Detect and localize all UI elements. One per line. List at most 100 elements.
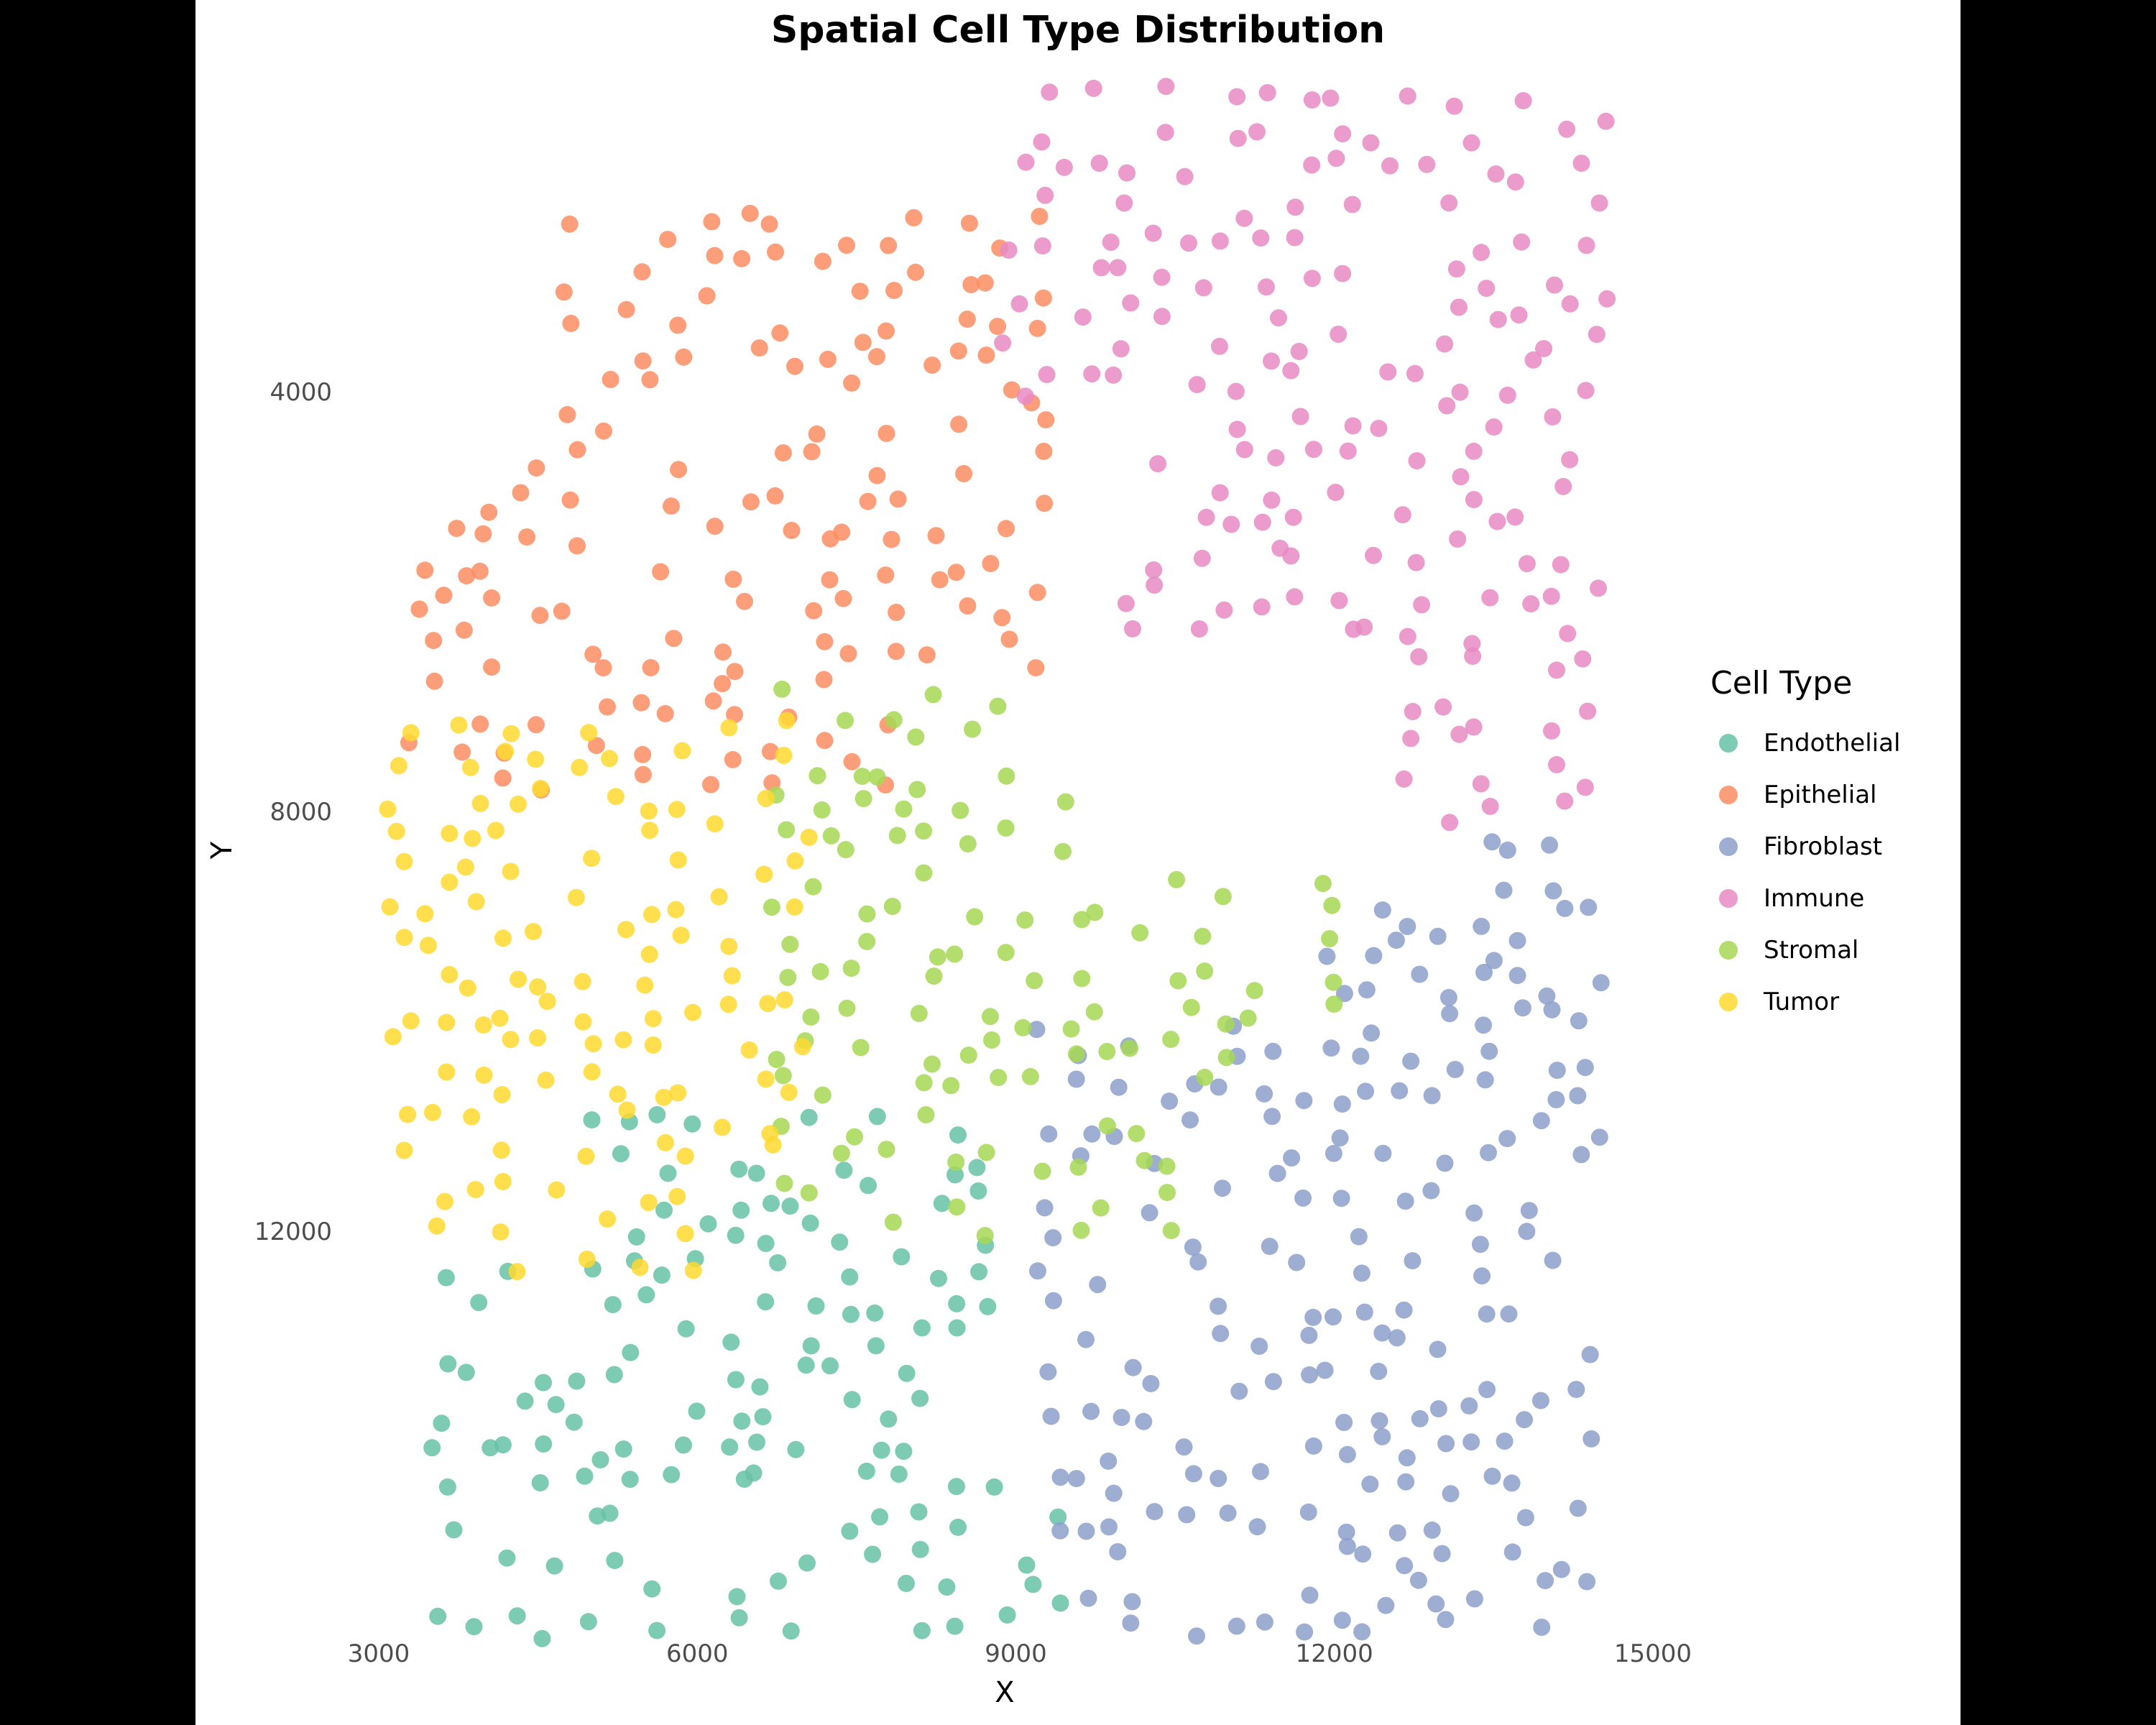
- data-point-tumor: [720, 937, 738, 955]
- data-point-stromal: [778, 821, 796, 839]
- data-point-tumor: [529, 978, 547, 996]
- data-point-stromal: [1069, 1158, 1087, 1176]
- data-point-stromal: [877, 1141, 895, 1159]
- data-point-stromal: [842, 960, 860, 978]
- data-point-tumor: [428, 1217, 446, 1235]
- data-point-endothelial: [880, 1410, 898, 1428]
- data-point-epithelial: [724, 570, 742, 588]
- data-point-fibroblast: [1331, 1129, 1349, 1147]
- data-point-stromal: [1121, 1039, 1138, 1057]
- data-point-immune: [1188, 376, 1206, 394]
- data-point-fibroblast: [1352, 1047, 1370, 1065]
- data-point-immune: [1286, 198, 1304, 216]
- data-point-stromal: [1016, 911, 1034, 929]
- data-point-epithelial: [595, 422, 612, 440]
- data-point-tumor: [510, 970, 528, 988]
- data-point-stromal: [907, 728, 925, 746]
- data-point-stromal: [1158, 1157, 1176, 1175]
- data-point-endothelial: [576, 1467, 594, 1485]
- data-point-endothelial: [835, 1162, 853, 1179]
- data-point-stromal: [915, 864, 933, 882]
- data-point-stromal: [1314, 875, 1332, 893]
- data-point-immune: [1524, 351, 1542, 369]
- data-point-fibroblast: [1402, 1052, 1420, 1070]
- data-point-stromal: [1194, 927, 1212, 945]
- data-point-immune: [1441, 814, 1459, 832]
- data-point-endothelial: [516, 1392, 534, 1410]
- data-point-immune: [1393, 506, 1411, 524]
- data-point-tumor: [384, 1028, 402, 1046]
- data-point-epithelial: [480, 503, 498, 521]
- data-point-endothelial: [998, 1606, 1016, 1624]
- data-point-tumor: [461, 758, 479, 776]
- data-point-tumor: [508, 1263, 526, 1281]
- data-point-fibroblast: [1411, 965, 1429, 983]
- data-point-endothelial: [787, 1440, 805, 1458]
- data-point-endothelial: [727, 1371, 745, 1389]
- data-point-stromal: [779, 968, 797, 986]
- data-point-tumor: [584, 1035, 602, 1053]
- data-point-immune: [1105, 366, 1123, 384]
- data-point-epithelial: [854, 334, 872, 351]
- legend-label: Immune: [1764, 884, 1865, 913]
- data-point-tumor: [668, 1187, 686, 1205]
- data-point-stromal: [915, 1074, 933, 1092]
- data-point-tumor: [475, 1066, 493, 1084]
- data-point-epithelial: [453, 743, 471, 761]
- data-point-immune: [1146, 576, 1164, 594]
- data-point-tumor: [757, 789, 775, 807]
- data-point-stromal: [1135, 1151, 1153, 1169]
- data-point-endothelial: [637, 1286, 655, 1304]
- data-point-stromal: [964, 720, 981, 738]
- data-point-endothelial: [730, 1160, 748, 1178]
- data-point-fibroblast: [1398, 1449, 1416, 1467]
- data-point-endothelial: [866, 1304, 884, 1322]
- data-point-fibroblast: [1514, 999, 1531, 1017]
- data-point-fibroblast: [1373, 1427, 1391, 1445]
- data-point-endothelial: [979, 1297, 997, 1315]
- data-point-fibroblast: [1100, 1518, 1118, 1536]
- data-point-fibroblast: [1124, 1358, 1142, 1376]
- data-point-endothelial: [429, 1607, 447, 1625]
- data-point-immune: [1334, 264, 1352, 282]
- data-point-immune: [1322, 89, 1340, 107]
- data-point-immune: [1267, 449, 1285, 466]
- data-point-fibroblast: [1044, 1229, 1062, 1247]
- data-point-stromal: [888, 827, 906, 845]
- data-point-fibroblast: [1532, 1112, 1550, 1130]
- data-point-tumor: [527, 750, 545, 768]
- data-point-stromal: [852, 1039, 870, 1057]
- data-point-fibroblast: [1370, 1363, 1388, 1380]
- data-point-immune: [1440, 194, 1458, 212]
- data-point-epithelial: [851, 282, 869, 300]
- data-point-endothelial: [653, 1266, 671, 1284]
- data-point-tumor: [441, 966, 459, 983]
- data-point-epithelial: [859, 492, 877, 510]
- data-point-endothelial: [612, 1145, 630, 1163]
- data-point-epithelial: [1028, 319, 1046, 337]
- data-point-immune: [1518, 555, 1536, 573]
- data-point-tumor: [502, 862, 520, 880]
- data-point-endothelial: [699, 1215, 717, 1233]
- data-point-stromal: [1182, 998, 1200, 1016]
- data-point-fibroblast: [1423, 1521, 1441, 1539]
- data-point-epithelial: [918, 646, 936, 664]
- data-point-immune: [1355, 618, 1373, 636]
- data-point-epithelial: [726, 663, 744, 681]
- data-point-fibroblast: [1475, 963, 1493, 981]
- data-point-fibroblast: [1388, 1524, 1406, 1542]
- data-point-immune: [1576, 778, 1594, 796]
- data-point-immune: [1558, 120, 1576, 138]
- data-point-endothelial: [675, 1436, 692, 1454]
- data-point-immune: [1447, 260, 1465, 278]
- data-point-immune: [1481, 589, 1499, 607]
- data-point-epithelial: [633, 263, 651, 281]
- data-point-immune: [1546, 276, 1563, 294]
- data-point-endothelial: [568, 1372, 586, 1390]
- data-point-immune: [1038, 366, 1056, 384]
- data-point-stromal: [1325, 995, 1343, 1013]
- data-point-epithelial: [634, 745, 652, 763]
- data-point-fibroblast: [1373, 1324, 1391, 1342]
- data-point-endothelial: [721, 1438, 739, 1456]
- data-point-tumor: [492, 1223, 510, 1241]
